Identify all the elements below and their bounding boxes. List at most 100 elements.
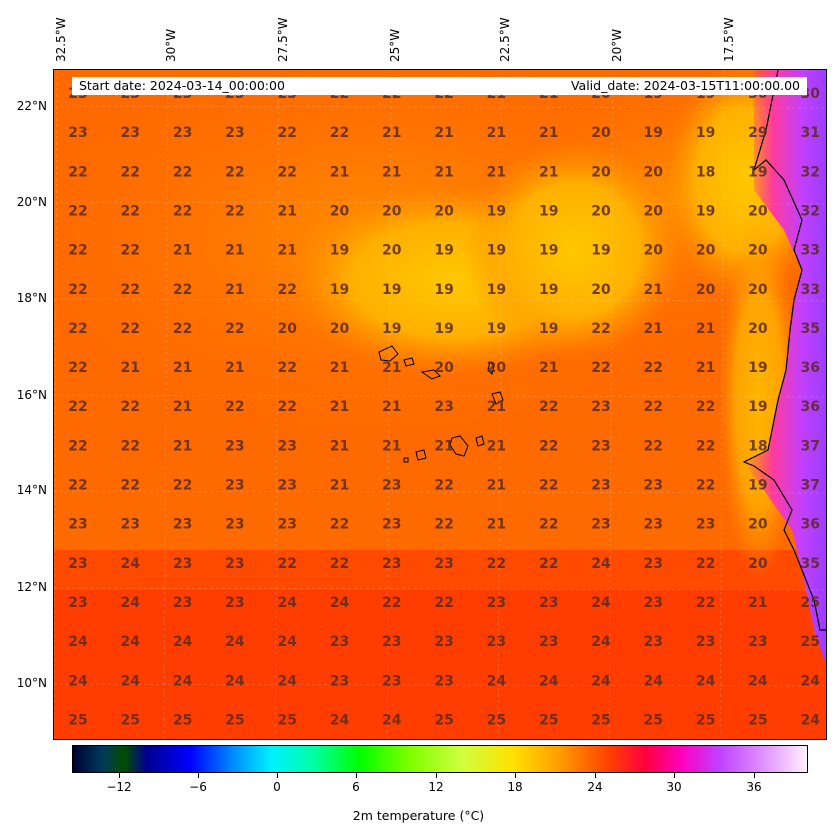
temperature-value: 23 bbox=[434, 399, 453, 415]
temperature-value: 23 bbox=[277, 438, 296, 454]
temperature-value: 19 bbox=[434, 282, 453, 298]
lat-label-10n: 10°N bbox=[16, 676, 47, 690]
temperature-value: 23 bbox=[225, 556, 244, 572]
temperature-value: 24 bbox=[696, 673, 716, 689]
island-santo-antao bbox=[378, 345, 399, 362]
temperature-value: 20 bbox=[748, 282, 768, 298]
temperature-value: 23 bbox=[434, 556, 453, 572]
temperature-value: 22 bbox=[225, 321, 244, 337]
temperature-labels: 2323232323222222212120191930302323232322… bbox=[68, 86, 820, 728]
temperature-value: 20 bbox=[591, 164, 611, 180]
island-santiago bbox=[449, 435, 469, 457]
temperature-value: 22 bbox=[68, 321, 87, 337]
temperature-value: 19 bbox=[487, 282, 506, 298]
temperature-value: 19 bbox=[644, 125, 663, 141]
temperature-value: 23 bbox=[225, 517, 244, 533]
temperature-value: 22 bbox=[121, 478, 140, 494]
temperature-value: 25 bbox=[277, 712, 296, 728]
temperature-value: 25 bbox=[696, 712, 715, 728]
cb-tick bbox=[595, 773, 596, 778]
temperature-value: 23 bbox=[68, 125, 87, 141]
temperature-value: 37 bbox=[800, 438, 819, 454]
temperature-value: 36 bbox=[800, 517, 819, 533]
temperature-value: 32 bbox=[800, 203, 819, 219]
temperature-value: 23 bbox=[68, 556, 87, 572]
cb-label: −12 bbox=[106, 780, 132, 794]
temperature-value: 23 bbox=[173, 517, 192, 533]
temperature-value: 22 bbox=[382, 595, 401, 611]
cb-tick bbox=[356, 773, 357, 778]
temperature-value: 22 bbox=[696, 478, 715, 494]
temperature-value: 22 bbox=[330, 125, 349, 141]
lon-label-25w: 25°W bbox=[388, 28, 402, 62]
temperature-value: 22 bbox=[696, 438, 715, 454]
temperature-value: 24 bbox=[487, 673, 507, 689]
temperature-value: 32 bbox=[800, 164, 819, 180]
temperature-value: 23 bbox=[382, 478, 401, 494]
temperature-value: 19 bbox=[539, 282, 558, 298]
temperature-value: 21 bbox=[644, 282, 663, 298]
coastline-main bbox=[742, 159, 826, 631]
lon-label-27-5w: 27.5°W bbox=[276, 17, 290, 62]
temperature-value: 24 bbox=[330, 712, 350, 728]
temperature-value: 23 bbox=[277, 478, 296, 494]
temperature-value: 25 bbox=[434, 712, 453, 728]
temperature-value: 22 bbox=[121, 321, 140, 337]
temperature-value: 24 bbox=[68, 673, 88, 689]
temperature-value: 37 bbox=[800, 478, 819, 494]
temperature-value: 23 bbox=[330, 634, 349, 650]
temperature-value: 21 bbox=[121, 360, 140, 376]
temperature-value: 23 bbox=[696, 517, 715, 533]
temperature-value: 22 bbox=[591, 360, 610, 376]
temperature-value: 22 bbox=[173, 321, 192, 337]
temperature-value: 24 bbox=[591, 595, 611, 611]
temperature-value: 23 bbox=[696, 634, 715, 650]
temperature-value: 21 bbox=[539, 164, 558, 180]
temperature-value: 21 bbox=[382, 399, 401, 415]
cb-tick bbox=[436, 773, 437, 778]
date-info-box: Start date: 2024-03-14_00:00:00 Valid_da… bbox=[72, 77, 807, 95]
temperature-value: 23 bbox=[644, 634, 663, 650]
temperature-value: 24 bbox=[330, 595, 350, 611]
temperature-value: 21 bbox=[382, 438, 401, 454]
temperature-value: 22 bbox=[539, 438, 558, 454]
temperature-value: 25 bbox=[487, 712, 506, 728]
temperature-value: 20 bbox=[434, 360, 454, 376]
temperature-value: 22 bbox=[173, 478, 192, 494]
temperature-value: 24 bbox=[173, 673, 193, 689]
temperature-value: 21 bbox=[173, 399, 192, 415]
temperature-value: 24 bbox=[539, 673, 559, 689]
temperature-value: 21 bbox=[696, 360, 715, 376]
temperature-value: 35 bbox=[800, 321, 819, 337]
temperature-value: 23 bbox=[382, 634, 401, 650]
cb-tick bbox=[198, 773, 199, 778]
temperature-value: 21 bbox=[330, 478, 349, 494]
temperature-value: 19 bbox=[434, 243, 453, 259]
temperature-value: 21 bbox=[225, 243, 244, 259]
temperature-value: 24 bbox=[173, 634, 193, 650]
temperature-value: 23 bbox=[121, 125, 140, 141]
temperature-value: 22 bbox=[225, 399, 244, 415]
cb-tick bbox=[515, 773, 516, 778]
temperature-value: 23 bbox=[68, 517, 87, 533]
island-brava bbox=[403, 457, 409, 463]
temperature-value: 19 bbox=[382, 321, 401, 337]
temperature-value: 22 bbox=[121, 203, 140, 219]
temperature-value: 20 bbox=[696, 282, 716, 298]
temperature-value: 20 bbox=[748, 321, 768, 337]
temperature-value: 22 bbox=[539, 517, 558, 533]
temperature-value: 24 bbox=[644, 673, 664, 689]
temperature-value: 21 bbox=[434, 125, 453, 141]
temperature-value: 22 bbox=[696, 399, 715, 415]
cool-core-2 bbox=[464, 140, 684, 360]
temperature-value: 31 bbox=[800, 125, 819, 141]
temperature-value: 22 bbox=[644, 438, 663, 454]
temperature-value: 22 bbox=[173, 282, 192, 298]
cb-tick bbox=[754, 773, 755, 778]
temperature-value: 21 bbox=[277, 203, 296, 219]
temperature-value: 21 bbox=[173, 360, 192, 376]
temperature-value: 25 bbox=[225, 712, 244, 728]
lon-label-17-5w: 17.5°W bbox=[722, 17, 736, 62]
temperature-value: 23 bbox=[173, 595, 192, 611]
temperature-value: 20 bbox=[330, 203, 350, 219]
